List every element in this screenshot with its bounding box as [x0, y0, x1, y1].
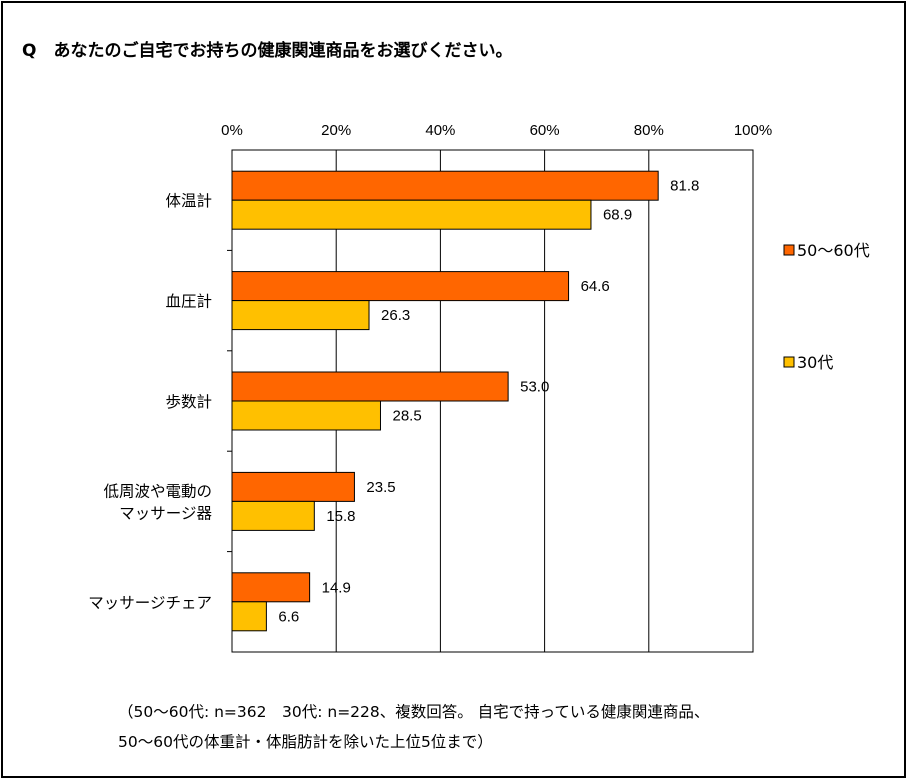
chart-title: Q あなたのご自宅でお持ちの健康関連商品をお選びください。	[22, 41, 513, 61]
bar	[231, 271, 570, 302]
data-label: 53.0	[520, 379, 549, 396]
footnote-line-2: 50～60代の体重計・体脂肪計を除いた上位5位まで）	[118, 733, 493, 751]
x-tick-label: 40%	[425, 122, 455, 139]
x-tick-label: 100%	[734, 122, 772, 139]
bar	[231, 400, 381, 431]
category-label: マッサージチェア	[88, 594, 212, 612]
bar	[231, 300, 370, 331]
data-label: 23.5	[366, 479, 395, 496]
footnote: （50～60代: n=362 30代: n=228、複数回答。 自宅で持っている…	[118, 697, 709, 757]
x-tick-label: 80%	[634, 122, 664, 139]
bar	[231, 471, 355, 502]
data-label: 68.9	[603, 207, 632, 224]
bar	[231, 170, 659, 201]
data-label: 28.5	[392, 408, 421, 425]
legend-swatch	[783, 244, 795, 256]
data-label: 14.9	[322, 579, 351, 596]
category-label: 低周波や電動の	[103, 482, 212, 500]
legend-swatch	[783, 356, 795, 368]
footnote-line-1: （50～60代: n=362 30代: n=228、複数回答。 自宅で持っている…	[118, 703, 710, 721]
x-tick-label: 0%	[221, 122, 243, 139]
x-tick-label: 60%	[530, 122, 560, 139]
x-tick-label: 20%	[321, 122, 351, 139]
data-label: 26.3	[381, 307, 410, 324]
data-label: 15.8	[326, 508, 355, 525]
bar	[231, 199, 592, 230]
bar	[231, 500, 315, 531]
category-label: 歩数計	[165, 393, 212, 411]
legend-label: 30代	[797, 353, 833, 372]
data-label: 64.6	[581, 278, 610, 295]
data-label: 81.8	[670, 178, 699, 195]
bar	[231, 572, 311, 603]
bar	[231, 371, 509, 402]
category-label: 体温計	[165, 192, 212, 210]
category-label: マッサージ器	[119, 504, 212, 522]
legend-label: 50～60代	[797, 241, 870, 260]
category-label: 血圧計	[165, 293, 212, 311]
bar	[231, 601, 267, 632]
data-label: 6.6	[278, 608, 299, 625]
